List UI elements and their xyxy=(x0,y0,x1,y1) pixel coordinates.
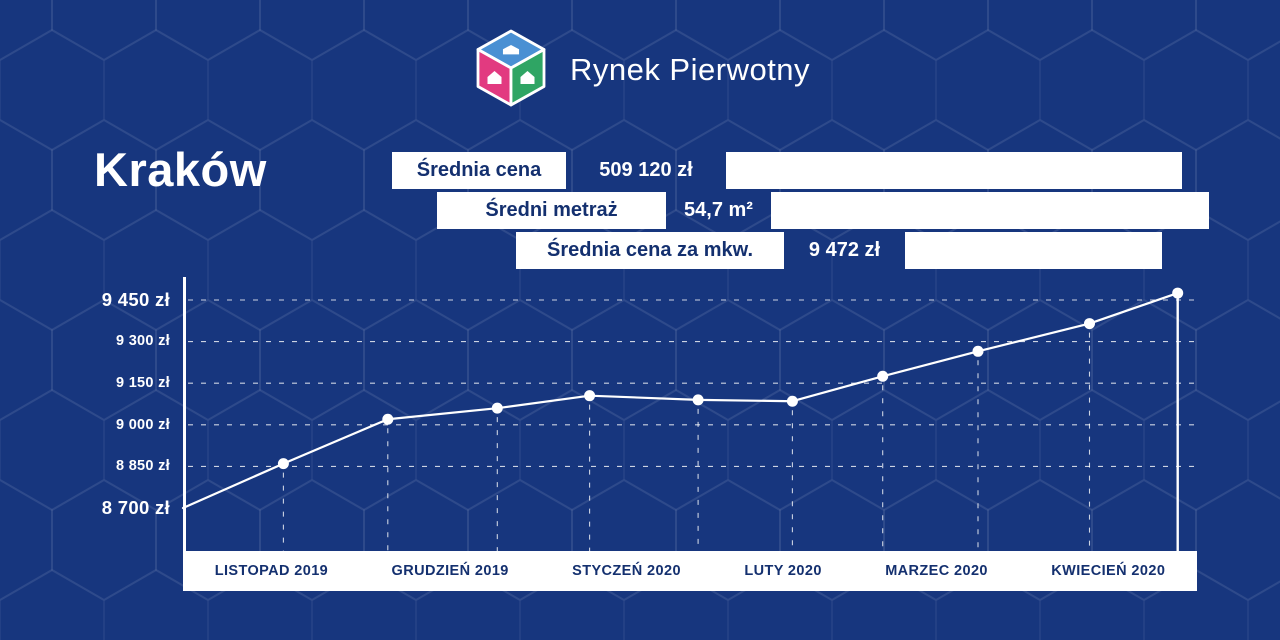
price-line-chart xyxy=(181,277,1197,551)
price-line xyxy=(181,291,1179,510)
y-tick-label: 9 450 zł xyxy=(101,289,170,310)
data-point-dot xyxy=(1172,287,1184,299)
x-axis-label: MARZEC 2020 xyxy=(885,563,988,579)
city-title: Kraków xyxy=(94,143,267,196)
stat-value: 54,7 m² xyxy=(684,199,753,221)
y-tick-label: 8 700 zł xyxy=(101,497,170,518)
price-line-chart-svg xyxy=(181,277,1197,551)
house-icon xyxy=(520,71,535,84)
house-icon xyxy=(487,71,502,84)
y-axis-labels: 9 450 zł 9 300 zł 9 150 zł 9 000 zł 8 85… xyxy=(30,0,170,640)
x-axis-label: STYCZEŃ 2020 xyxy=(572,563,681,579)
stat-bar-decoration xyxy=(771,192,1209,229)
data-point-dot xyxy=(692,394,704,406)
data-point-dot xyxy=(786,395,798,407)
stat-label: Średnia cena xyxy=(392,152,566,189)
x-axis-label: LISTOPAD 2019 xyxy=(214,563,329,579)
stat-row-average-price-sqm: Średnia cena za mkw. 9 472 zł xyxy=(516,232,1162,269)
stat-value: 9 472 zł xyxy=(808,239,881,261)
data-point-dot xyxy=(277,458,289,470)
y-tick-label: 9 150 zł xyxy=(116,375,170,391)
data-point-dot xyxy=(382,413,394,425)
stat-bar-decoration xyxy=(726,152,1182,189)
data-point-dot xyxy=(584,390,596,402)
stat-row-average-price: Średnia cena 509 120 zł xyxy=(392,152,1182,189)
x-axis-label: GRUDZIEŃ 2019 xyxy=(391,563,509,579)
data-point-dot xyxy=(972,345,984,357)
stat-value: 509 120 zł xyxy=(599,159,693,181)
brand-logo: Rynek Pierwotny xyxy=(0,28,1280,112)
stat-bar-decoration xyxy=(905,232,1162,269)
x-axis-strip: LISTOPAD 2019 GRUDZIEŃ 2019 STYCZEŃ 2020… xyxy=(183,551,1197,591)
data-point-dot xyxy=(1084,318,1095,330)
y-tick-label: 9 300 zł xyxy=(116,333,170,349)
x-axis-label: LUTY 2020 xyxy=(744,563,822,579)
y-tick-label: 8 850 zł xyxy=(116,458,170,474)
brand-name: Rynek Pierwotny xyxy=(569,52,811,87)
stat-label: Średni metraż xyxy=(437,192,666,229)
stat-row-average-area: Średni metraż 54,7 m² xyxy=(437,192,1209,229)
house-icon xyxy=(502,44,520,55)
x-axis-label: KWIECIEŃ 2020 xyxy=(1051,563,1166,579)
y-tick-label: 9 000 zł xyxy=(116,417,170,433)
data-point-dot xyxy=(877,370,889,382)
stat-label: Średnia cena za mkw. xyxy=(516,232,784,269)
data-point-dot xyxy=(491,402,503,414)
brand-cube-icon xyxy=(476,29,546,107)
